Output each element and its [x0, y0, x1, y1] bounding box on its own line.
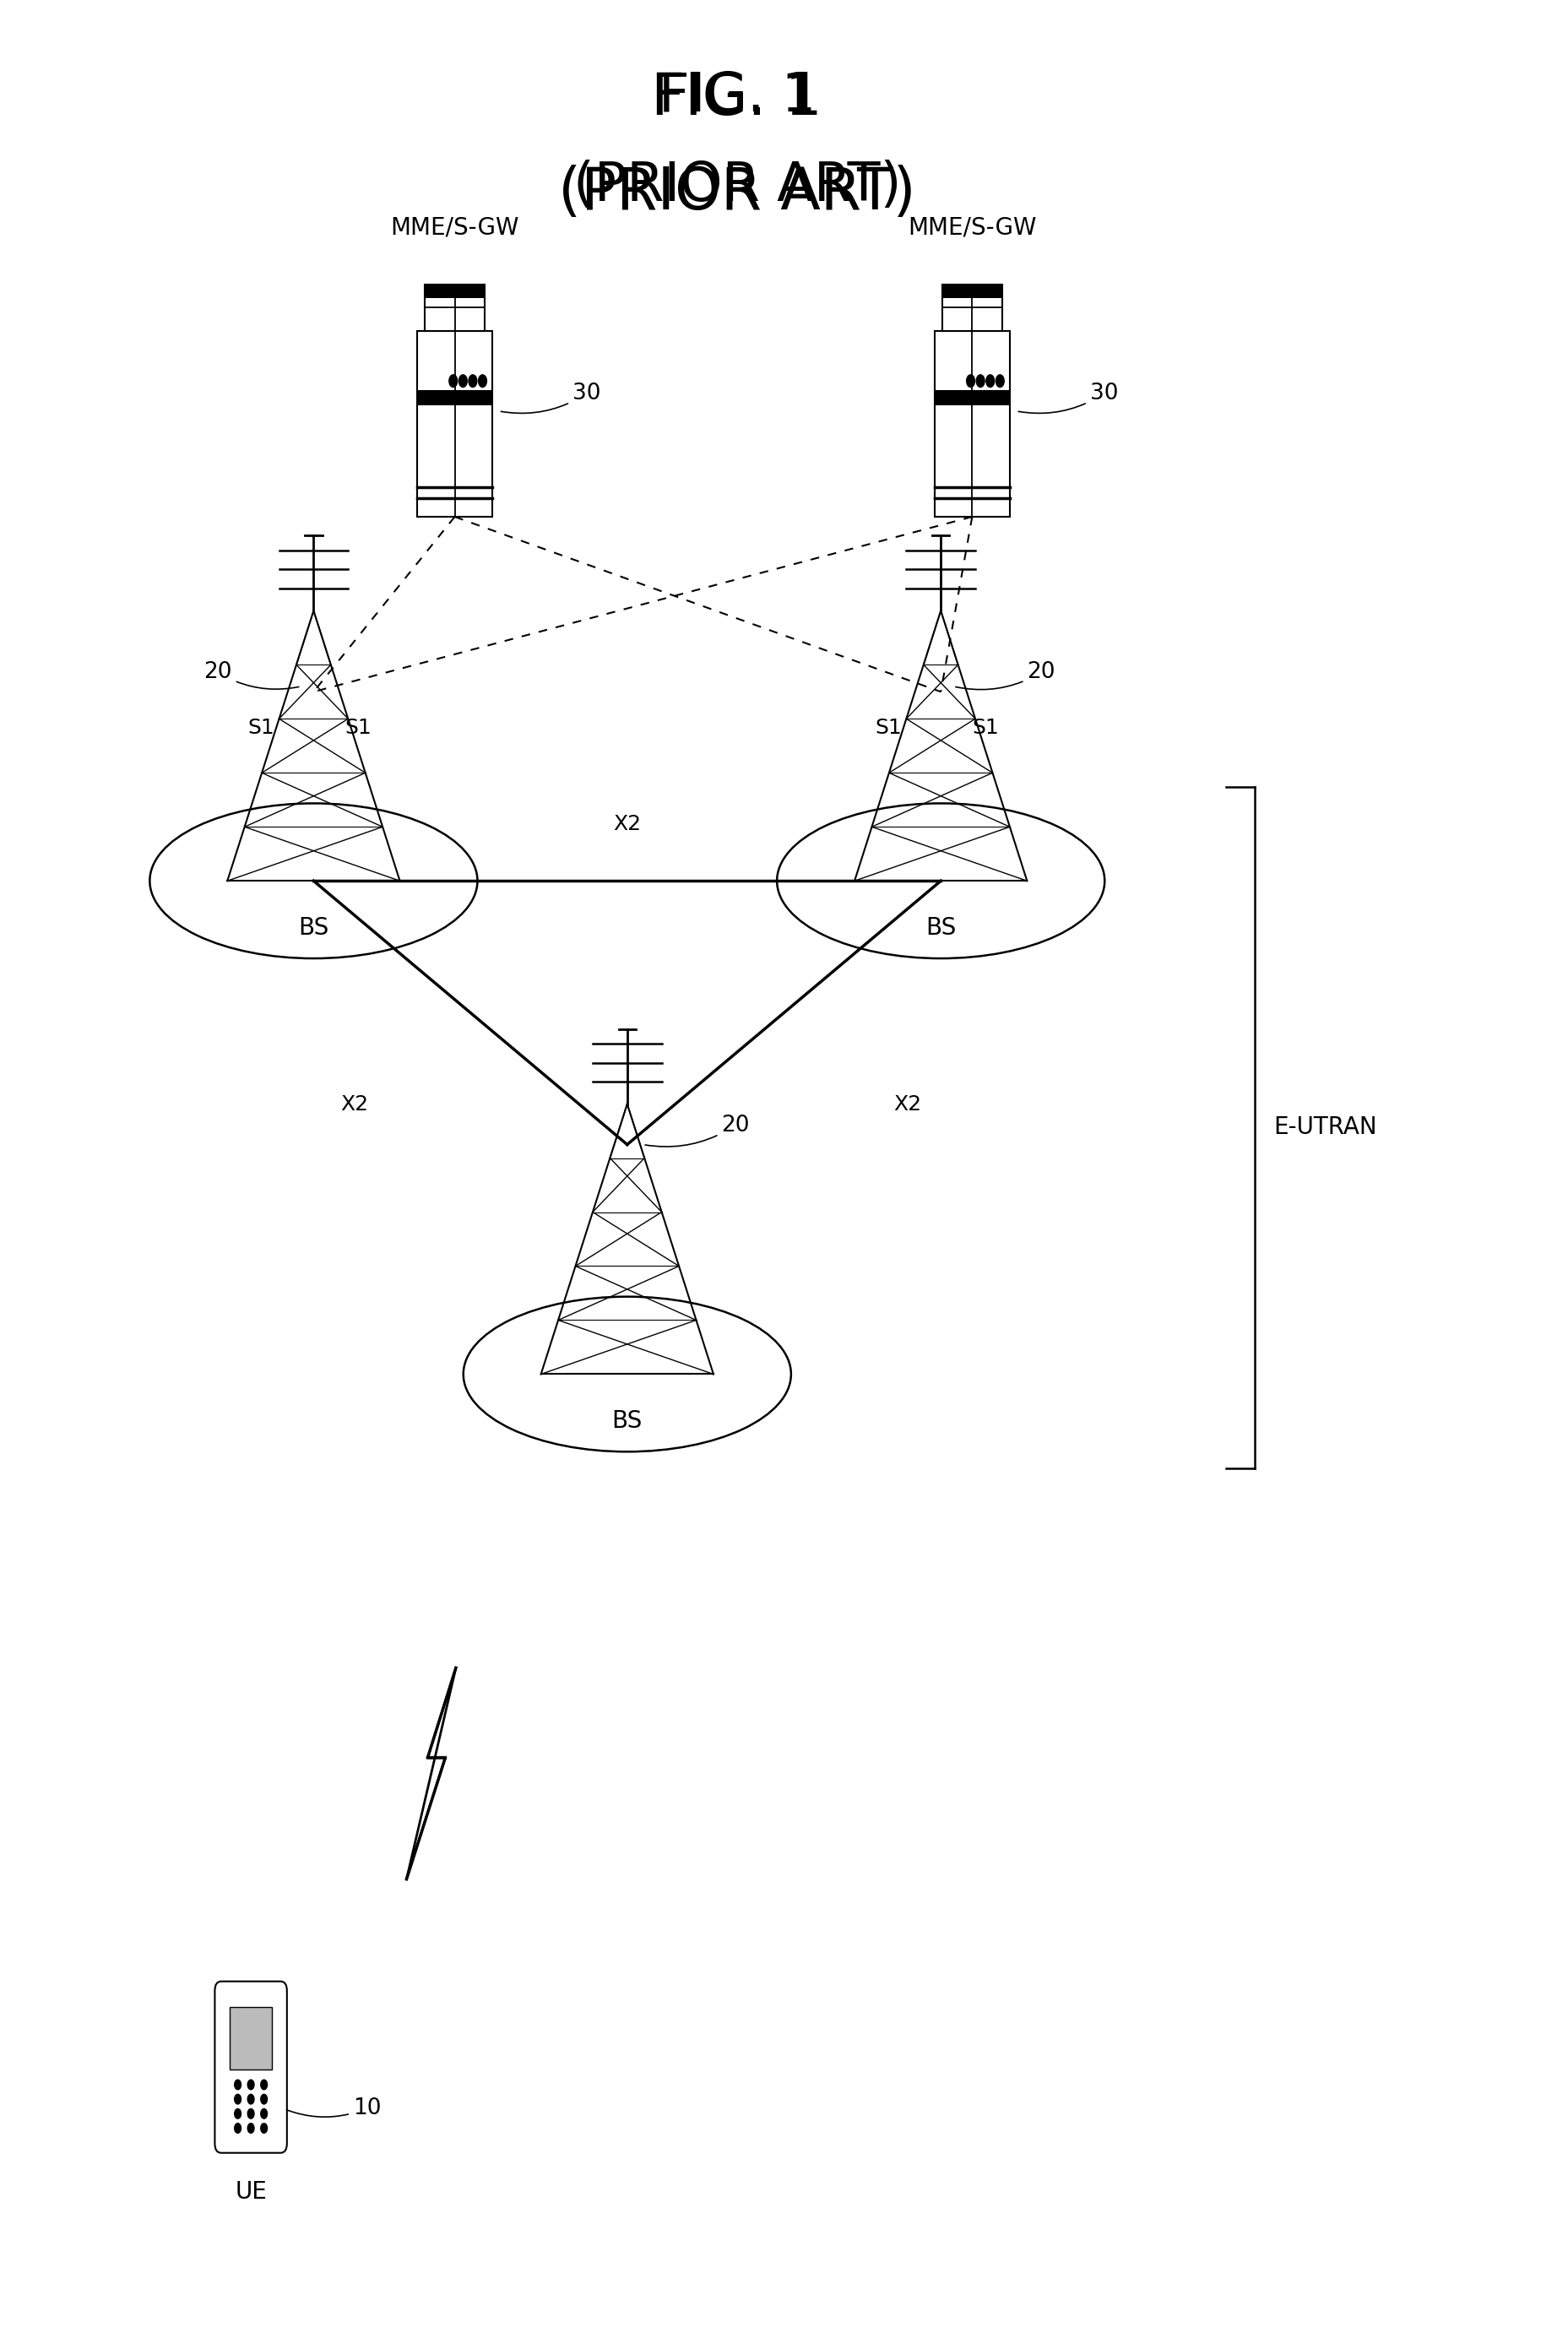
Text: S1: S1: [345, 719, 372, 738]
Circle shape: [248, 2123, 254, 2133]
Circle shape: [260, 2079, 267, 2091]
Text: X2: X2: [340, 1095, 368, 1113]
Circle shape: [260, 2123, 267, 2133]
Text: S1: S1: [248, 719, 274, 738]
Text: 20: 20: [955, 662, 1055, 691]
Text: 10: 10: [287, 2098, 381, 2119]
Bar: [935, 331, 1010, 517]
Text: 20: 20: [644, 1113, 750, 1146]
Text: BS: BS: [925, 916, 956, 940]
Circle shape: [459, 376, 467, 388]
Circle shape: [235, 2079, 241, 2091]
Text: (PRIOR ART): (PRIOR ART): [572, 160, 902, 211]
Circle shape: [977, 376, 985, 388]
Bar: [417, 331, 492, 517]
Text: BS: BS: [298, 916, 329, 940]
Text: (PRIOR ART): (PRIOR ART): [558, 164, 916, 221]
Polygon shape: [406, 1668, 456, 1879]
Circle shape: [448, 376, 458, 388]
Text: FIG. 1: FIG. 1: [651, 70, 823, 127]
Circle shape: [986, 376, 994, 388]
Text: 30: 30: [1018, 383, 1118, 413]
Bar: [935, 390, 1010, 404]
Circle shape: [996, 376, 1004, 388]
Bar: [425, 284, 485, 298]
Circle shape: [260, 2109, 267, 2119]
Circle shape: [478, 376, 486, 388]
Text: S1: S1: [875, 719, 902, 738]
Text: MME/S-GW: MME/S-GW: [908, 216, 1036, 240]
Circle shape: [235, 2123, 241, 2133]
Circle shape: [235, 2109, 241, 2119]
Text: FIG. 1: FIG. 1: [659, 70, 815, 122]
FancyBboxPatch shape: [215, 1983, 287, 2152]
Circle shape: [248, 2079, 254, 2091]
Bar: [942, 284, 1002, 298]
Circle shape: [260, 2095, 267, 2105]
Text: BS: BS: [612, 1409, 643, 1433]
Text: UE: UE: [235, 2180, 267, 2203]
Text: E-UTRAN: E-UTRAN: [1273, 1116, 1377, 1139]
Text: X2: X2: [613, 813, 641, 834]
Circle shape: [248, 2109, 254, 2119]
Text: 20: 20: [204, 662, 299, 688]
Bar: [417, 390, 492, 404]
Circle shape: [469, 376, 477, 388]
Text: 30: 30: [500, 383, 601, 413]
Text: S1: S1: [972, 719, 999, 738]
FancyBboxPatch shape: [230, 2006, 271, 2069]
Text: X2: X2: [894, 1095, 922, 1113]
Text: MME/S-GW: MME/S-GW: [390, 216, 519, 240]
Circle shape: [235, 2095, 241, 2105]
Circle shape: [248, 2095, 254, 2105]
Circle shape: [966, 376, 975, 388]
Bar: [425, 284, 485, 331]
Bar: [942, 284, 1002, 331]
